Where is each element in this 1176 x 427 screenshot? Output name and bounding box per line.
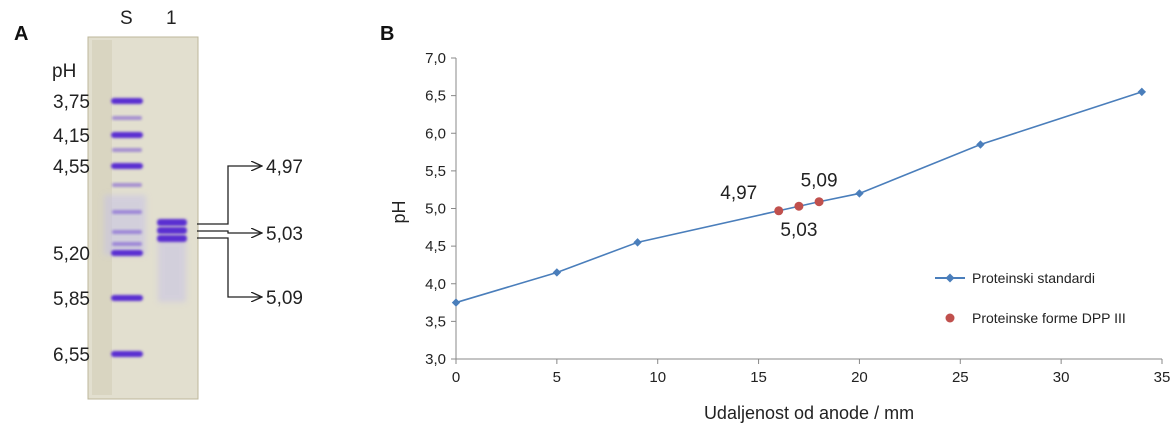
dpp3-point — [794, 201, 804, 211]
sample-band — [157, 219, 187, 226]
standard-label: 5,85 — [53, 289, 90, 310]
x-tick-label: 30 — [1053, 369, 1070, 386]
legend-marker-standards — [945, 273, 955, 283]
x-tick-label: 25 — [952, 369, 969, 386]
faint-band — [112, 230, 142, 234]
gel-edge-shade — [92, 40, 112, 395]
legend: Proteinski standardi Proteinske forme DP… — [935, 270, 1126, 326]
lane-label-1: 1 — [166, 8, 177, 29]
standard-labels: 3,75 4,15 4,55 5,20 5,85 6,55 — [53, 92, 90, 366]
standard-band — [111, 98, 143, 104]
sample-band-label: 4,97 — [266, 157, 303, 178]
y-ticks: 3,0 3,5 4,0 4,5 5,0 5,5 6,0 6,5 7,0 — [425, 50, 456, 368]
faint-band — [112, 242, 142, 246]
standard-band — [111, 295, 143, 301]
x-tick-label: 10 — [649, 369, 666, 386]
standard-label: 6,55 — [53, 345, 90, 366]
y-tick-label: 3,5 — [425, 313, 446, 330]
y-axis-title: pH — [389, 200, 409, 223]
standard-band — [111, 250, 143, 256]
y-tick-label: 3,0 — [425, 351, 446, 368]
standard-label: 5,20 — [53, 244, 90, 265]
standard-band — [111, 163, 143, 169]
faint-band — [112, 183, 142, 187]
legend-label-standards: Proteinski standardi — [972, 270, 1095, 286]
y-tick-label: 4,0 — [425, 276, 446, 293]
standard-band — [111, 132, 143, 138]
sample-band-label: 5,09 — [266, 288, 303, 309]
dpp3-point-label: 4,97 — [720, 183, 757, 204]
point-labels: 4,97 5,03 5,09 — [720, 171, 837, 242]
panel-label-b: B — [380, 23, 394, 45]
x-ticks: 0 5 10 15 20 25 30 35 — [452, 359, 1171, 386]
legend-marker-dpp3 — [945, 313, 955, 323]
x-tick-label: 0 — [452, 369, 460, 386]
standard-point — [552, 268, 562, 277]
x-tick-label: 20 — [851, 369, 868, 386]
sample-band — [157, 235, 187, 242]
standard-point — [451, 298, 461, 307]
y-tick-label: 5,5 — [425, 163, 446, 180]
y-tick-label: 7,0 — [425, 50, 446, 67]
faint-band — [112, 116, 142, 120]
dpp3-point-label: 5,09 — [801, 171, 838, 192]
x-tick-label: 35 — [1154, 369, 1171, 386]
lane-1-smear — [158, 240, 186, 302]
sample-band-label: 5,03 — [266, 224, 303, 245]
standard-point — [1137, 87, 1147, 97]
standard-label: 3,75 — [53, 92, 90, 113]
standard-point — [855, 189, 864, 198]
standard-band — [111, 351, 143, 357]
x-axis-title: Udaljenost od anode / mm — [704, 403, 914, 423]
x-tick-label: 15 — [750, 369, 767, 386]
ph-header: pH — [52, 61, 76, 82]
band-arrows: 4,97 5,03 5,09 — [197, 157, 303, 309]
y-tick-label: 4,5 — [425, 238, 446, 255]
y-tick-label: 5,0 — [425, 201, 446, 218]
dpp3-point-label: 5,03 — [780, 220, 817, 241]
y-tick-label: 6,5 — [425, 88, 446, 105]
faint-band — [112, 148, 142, 152]
band-arrow — [197, 166, 262, 225]
band-arrow — [197, 231, 262, 233]
x-tick-label: 5 — [553, 369, 561, 386]
band-arrow — [197, 237, 262, 297]
gel-bands — [111, 98, 187, 357]
standard-point — [633, 238, 642, 247]
gel-panel: A S 1 pH 3,75 4,15 4,55 5,20 5,85 6,55 4,97 5,… — [14, 8, 303, 400]
chart-panel: B 3,0 3,5 4,0 4,5 5,0 5,5 6,0 6,5 7,0 0 5 10 15 20 25… — [380, 23, 1170, 423]
standard-point — [976, 140, 985, 149]
panel-label-a: A — [14, 23, 28, 45]
dpp3-point — [814, 197, 824, 207]
chart-series — [451, 87, 1147, 307]
dpp3-point — [774, 206, 784, 216]
legend-label-dpp3: Proteinske forme DPP III — [972, 310, 1126, 326]
standard-label: 4,15 — [53, 126, 90, 147]
lane-label-s: S — [120, 8, 133, 29]
y-tick-label: 6,0 — [425, 125, 446, 142]
standard-label: 4,55 — [53, 157, 90, 178]
sample-band — [157, 227, 187, 234]
faint-band — [112, 210, 142, 214]
